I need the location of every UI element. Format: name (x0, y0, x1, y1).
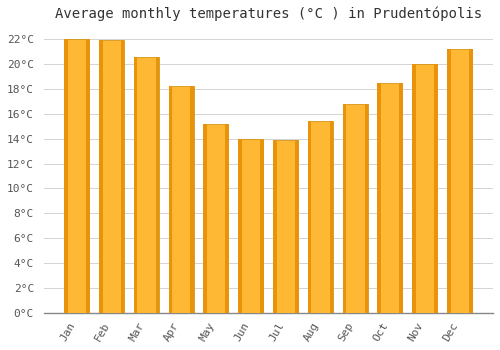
Bar (238, 139, 242, 313)
Bar (447, 49, 450, 313)
Bar (134, 57, 158, 313)
Bar (64, 39, 89, 313)
Bar (204, 124, 229, 313)
Bar (190, 86, 194, 313)
Bar (168, 86, 172, 313)
Bar (260, 139, 264, 313)
Bar (342, 104, 346, 313)
Bar (274, 140, 298, 313)
Bar (273, 140, 276, 313)
Bar (134, 57, 138, 313)
Bar (364, 104, 368, 313)
Bar (448, 49, 472, 313)
Bar (99, 41, 102, 313)
Bar (204, 124, 207, 313)
Bar (239, 139, 263, 313)
Bar (226, 124, 229, 313)
Bar (295, 140, 298, 313)
Bar (330, 121, 334, 313)
Title: Average monthly temperatures (°C ) in Prudentópolis: Average monthly temperatures (°C ) in Pr… (55, 7, 482, 21)
Bar (121, 41, 124, 313)
Bar (412, 64, 416, 313)
Bar (100, 41, 124, 313)
Bar (469, 49, 472, 313)
Bar (86, 39, 90, 313)
Bar (308, 121, 333, 313)
Bar (413, 64, 437, 313)
Bar (400, 83, 403, 313)
Bar (169, 86, 194, 313)
Bar (156, 57, 160, 313)
Bar (343, 104, 367, 313)
Bar (378, 83, 402, 313)
Bar (434, 64, 438, 313)
Bar (378, 83, 381, 313)
Bar (308, 121, 312, 313)
Bar (64, 39, 68, 313)
